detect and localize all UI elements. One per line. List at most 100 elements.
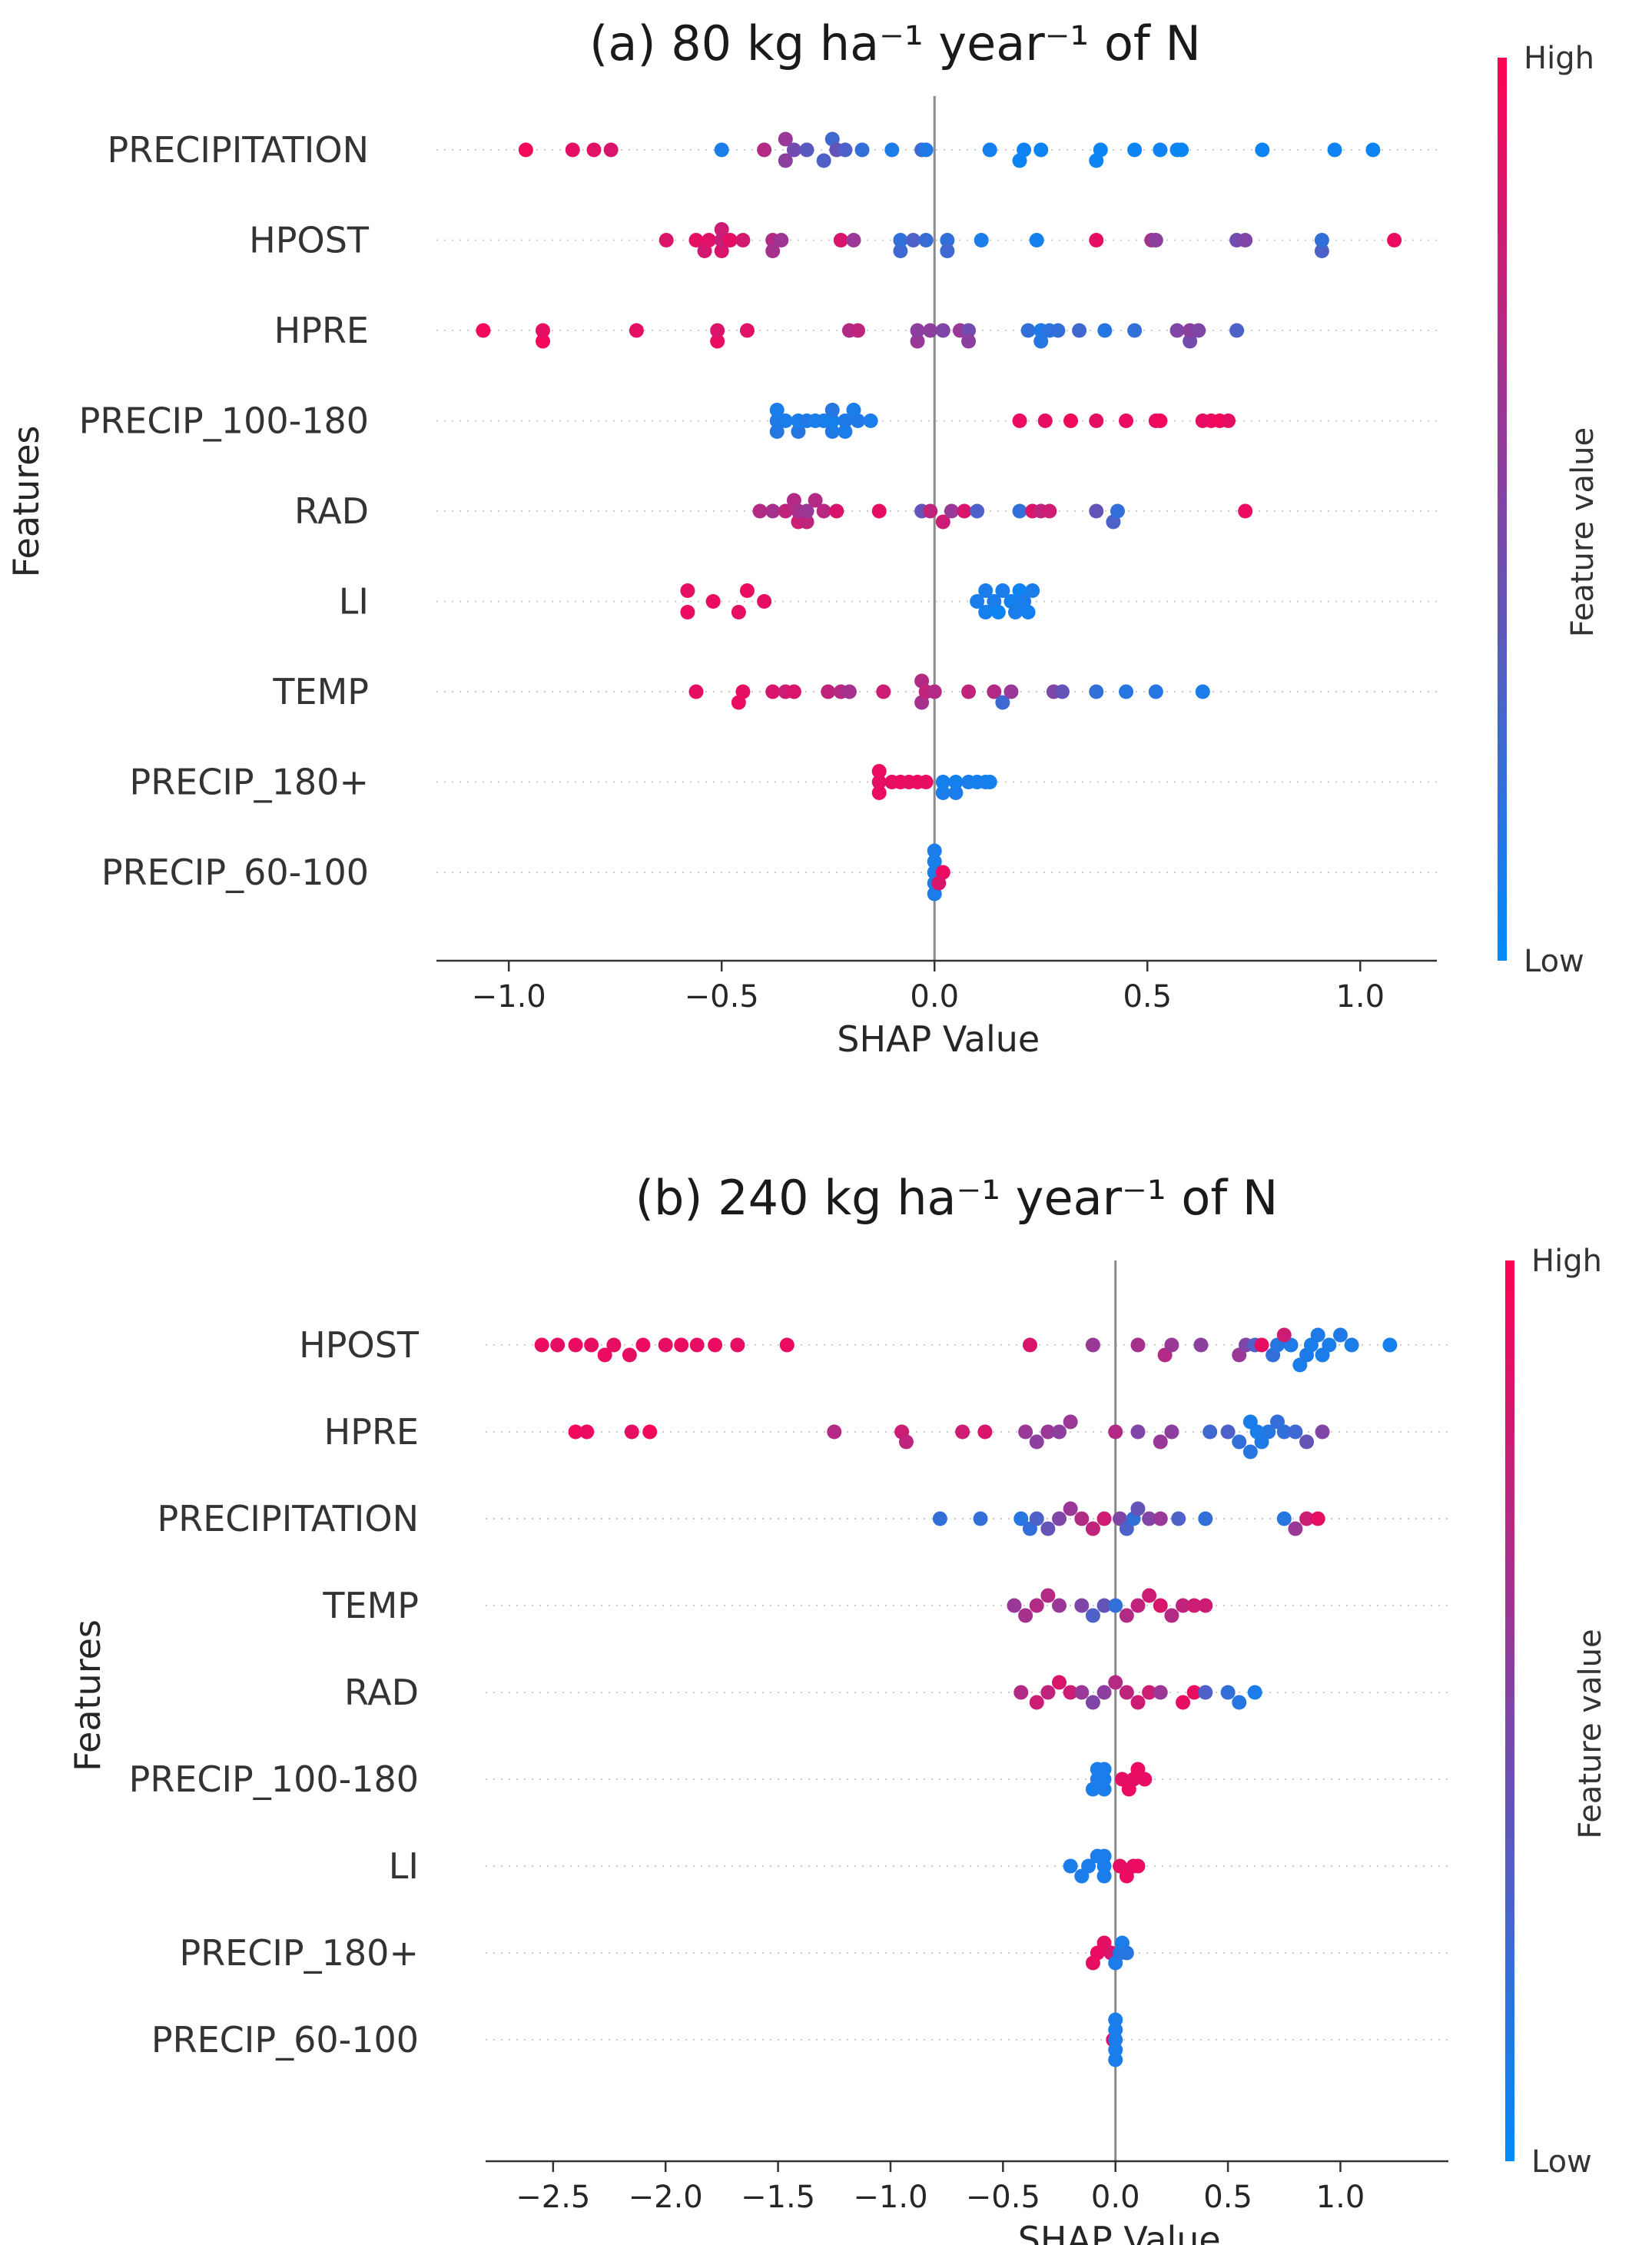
- shap-point: [1142, 1511, 1157, 1526]
- shap-point: [1288, 1521, 1303, 1536]
- shap-point: [1012, 413, 1027, 428]
- shap-point: [990, 605, 1006, 619]
- shap-point: [714, 222, 729, 237]
- shap-point: [1238, 233, 1253, 247]
- shap-point: [957, 503, 972, 519]
- shap-point: [799, 142, 814, 158]
- shap-point: [1130, 1337, 1146, 1353]
- feature-label: TEMP: [272, 671, 369, 712]
- shap-point: [854, 142, 870, 158]
- feature-label: HPOST: [299, 1324, 420, 1366]
- shap-point: [1074, 1511, 1090, 1526]
- x-tick-label: 1.0: [1316, 2180, 1365, 2215]
- shap-point: [550, 1337, 566, 1353]
- shap-point: [1096, 1782, 1112, 1797]
- shap-point: [786, 142, 801, 158]
- shap-point: [658, 233, 674, 247]
- shap-point: [927, 843, 942, 858]
- shap-point: [1174, 142, 1189, 158]
- shap-point: [910, 323, 925, 338]
- shap-point: [1148, 233, 1163, 247]
- shap-point: [1037, 413, 1053, 428]
- shap-point: [1153, 1598, 1168, 1613]
- shap-point: [1327, 142, 1342, 158]
- shap-point: [1096, 1868, 1112, 1884]
- shap-point: [1176, 1598, 1191, 1613]
- shap-point: [927, 854, 942, 869]
- shap-point: [735, 233, 751, 247]
- shap-point: [622, 1347, 637, 1363]
- shap-point: [1387, 233, 1402, 247]
- shap-point: [1130, 1695, 1146, 1710]
- shap-point: [974, 233, 989, 247]
- shap-point: [658, 1337, 673, 1353]
- shap-point: [1022, 1337, 1037, 1353]
- shap-point: [876, 684, 891, 699]
- shap-point: [624, 1424, 639, 1440]
- shap-point: [1040, 1588, 1056, 1603]
- shap-point: [1164, 1424, 1179, 1440]
- shap-point: [757, 142, 772, 158]
- shap-point: [1176, 1695, 1191, 1710]
- feature-label: PRECIP_60-100: [101, 852, 369, 893]
- shap-point: [779, 1337, 794, 1353]
- shap-point: [1108, 2052, 1123, 2067]
- shap-point: [935, 514, 950, 530]
- shap-point: [774, 233, 789, 247]
- shap-point: [1085, 1608, 1100, 1623]
- shap-point: [674, 1337, 689, 1353]
- shap-point: [898, 1434, 914, 1450]
- shap-point: [1221, 413, 1236, 428]
- shap-point: [1093, 142, 1108, 158]
- shap-point: [799, 503, 814, 519]
- shap-point: [1012, 503, 1027, 519]
- shap-point: [735, 684, 751, 699]
- shap-point: [708, 1337, 723, 1353]
- shap-point: [731, 605, 746, 619]
- shap-point: [961, 334, 977, 349]
- shap-point: [765, 684, 781, 699]
- shap-point: [739, 583, 755, 598]
- shap-point: [1130, 1424, 1146, 1440]
- shap-point: [1276, 1424, 1292, 1440]
- shap-point: [1276, 1327, 1292, 1343]
- feature-label: HPRE: [274, 310, 369, 351]
- shap-point: [476, 323, 491, 338]
- shap-point: [910, 334, 925, 349]
- shap-point: [568, 1424, 583, 1440]
- shap-point: [586, 142, 602, 158]
- shap-point: [1096, 1772, 1112, 1787]
- feature-label: PRECIP_100-180: [129, 1758, 419, 1800]
- colorbar-high-label: High: [1524, 41, 1594, 76]
- shap-point: [1382, 1337, 1398, 1353]
- shap-point: [1029, 233, 1044, 247]
- shap-point: [1193, 1337, 1209, 1353]
- shap-point: [1013, 1685, 1029, 1700]
- shap-point: [893, 233, 908, 247]
- shap-point: [1164, 1608, 1179, 1623]
- shap-point: [871, 785, 887, 800]
- shap-point: [1119, 684, 1134, 699]
- shap-point: [1153, 1511, 1168, 1526]
- shap-point: [982, 775, 997, 789]
- shap-point: [1195, 684, 1210, 699]
- shap-point: [1153, 1685, 1168, 1700]
- shap-point: [1054, 684, 1070, 699]
- shap-point: [1261, 1424, 1276, 1440]
- shap-point: [1052, 1598, 1067, 1613]
- feature-label: TEMP: [322, 1585, 419, 1626]
- feature-label: PRECIPITATION: [108, 129, 369, 171]
- shap-point: [948, 785, 964, 800]
- shap-point: [536, 323, 551, 338]
- shap-point: [978, 605, 994, 619]
- shap-point: [1052, 1511, 1067, 1526]
- shap-point: [995, 583, 1010, 598]
- shap-point: [786, 684, 801, 699]
- shap-point: [714, 244, 729, 258]
- shap-point: [1232, 1695, 1247, 1710]
- shap-point: [1089, 413, 1104, 428]
- shap-point: [978, 583, 994, 598]
- shap-point: [1130, 1501, 1146, 1516]
- shap-point: [932, 1511, 947, 1526]
